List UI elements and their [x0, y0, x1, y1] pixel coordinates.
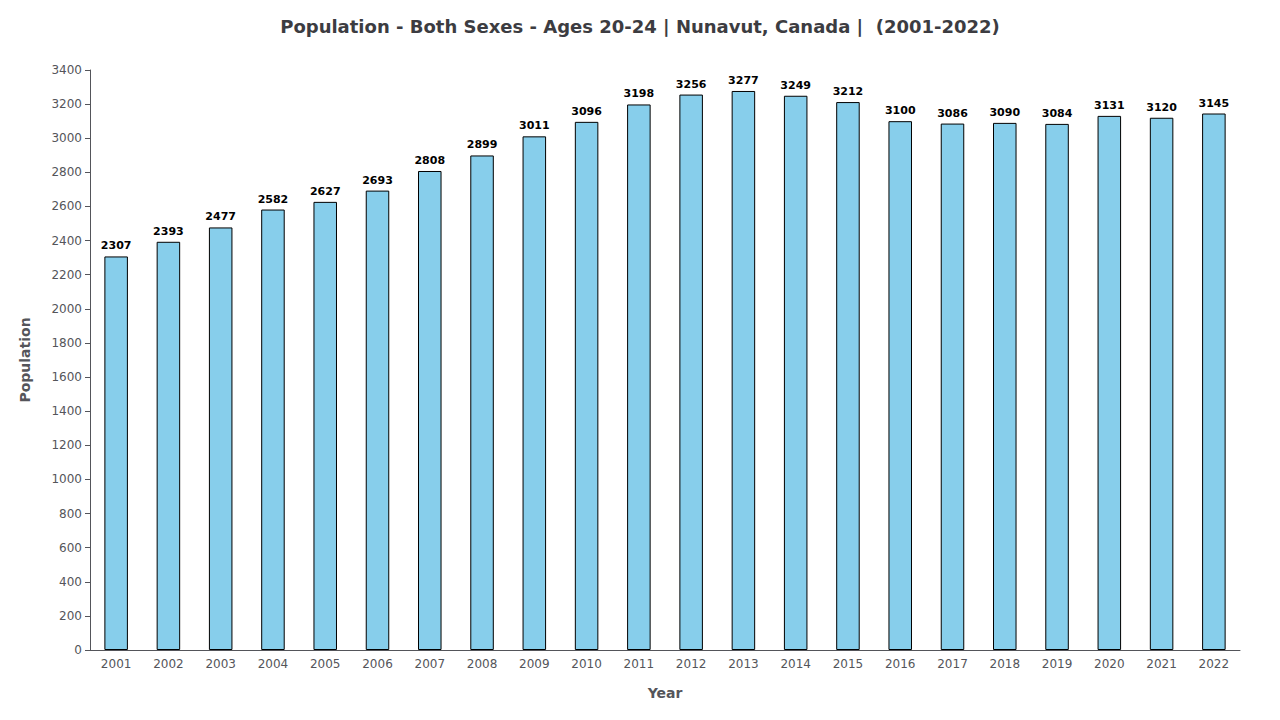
svg-text:2015: 2015: [833, 657, 864, 671]
svg-text:2014: 2014: [780, 657, 811, 671]
svg-text:2019: 2019: [1042, 657, 1073, 671]
svg-text:1200: 1200: [51, 438, 82, 452]
svg-text:3200: 3200: [51, 97, 82, 111]
svg-text:1800: 1800: [51, 336, 82, 350]
svg-text:2009: 2009: [519, 657, 550, 671]
svg-text:2016: 2016: [885, 657, 916, 671]
svg-text:3096: 3096: [571, 105, 602, 118]
svg-text:2477: 2477: [205, 210, 236, 223]
svg-text:3100: 3100: [885, 104, 916, 117]
svg-text:2003: 2003: [205, 657, 236, 671]
svg-text:2693: 2693: [362, 174, 393, 187]
svg-text:2007: 2007: [414, 657, 445, 671]
svg-text:3090: 3090: [989, 106, 1020, 119]
svg-text:Year: Year: [647, 685, 683, 701]
svg-text:200: 200: [59, 609, 82, 623]
svg-text:2200: 2200: [51, 268, 82, 282]
svg-text:400: 400: [59, 575, 82, 589]
svg-text:2000: 2000: [51, 302, 82, 316]
svg-text:2020: 2020: [1094, 657, 1125, 671]
svg-text:2010: 2010: [571, 657, 602, 671]
svg-text:2011: 2011: [624, 657, 655, 671]
svg-text:2393: 2393: [153, 225, 184, 238]
svg-text:3011: 3011: [519, 119, 550, 132]
svg-text:600: 600: [59, 541, 82, 555]
svg-text:3256: 3256: [676, 78, 707, 91]
svg-text:3277: 3277: [728, 74, 759, 87]
svg-text:1400: 1400: [51, 404, 82, 418]
svg-text:2808: 2808: [414, 154, 445, 167]
svg-text:Population: Population: [17, 317, 33, 402]
svg-text:2899: 2899: [467, 138, 498, 151]
svg-text:0: 0: [74, 643, 82, 657]
svg-text:1600: 1600: [51, 370, 82, 384]
svg-text:2018: 2018: [989, 657, 1020, 671]
svg-text:2022: 2022: [1199, 657, 1230, 671]
svg-text:2627: 2627: [310, 185, 341, 198]
svg-text:2012: 2012: [676, 657, 707, 671]
svg-text:2307: 2307: [101, 239, 132, 252]
svg-text:Population - Both Sexes - Ages: Population - Both Sexes - Ages 20-24 | N…: [280, 16, 1000, 37]
svg-text:1000: 1000: [51, 472, 82, 486]
svg-text:2400: 2400: [51, 234, 82, 248]
svg-text:2006: 2006: [362, 657, 393, 671]
svg-text:2008: 2008: [467, 657, 498, 671]
svg-text:800: 800: [59, 507, 82, 521]
svg-text:2800: 2800: [51, 165, 82, 179]
svg-text:3145: 3145: [1199, 97, 1230, 110]
svg-text:2004: 2004: [258, 657, 289, 671]
svg-text:2582: 2582: [258, 193, 289, 206]
svg-text:3086: 3086: [937, 107, 968, 120]
svg-text:3400: 3400: [51, 63, 82, 77]
svg-text:2013: 2013: [728, 657, 759, 671]
svg-text:3131: 3131: [1094, 99, 1125, 112]
svg-text:3198: 3198: [624, 87, 655, 100]
svg-text:3084: 3084: [1042, 107, 1073, 120]
svg-text:2001: 2001: [101, 657, 132, 671]
svg-text:2017: 2017: [937, 657, 968, 671]
svg-text:3212: 3212: [833, 85, 864, 98]
svg-text:2021: 2021: [1146, 657, 1177, 671]
svg-text:3000: 3000: [51, 131, 82, 145]
svg-text:3120: 3120: [1146, 101, 1177, 114]
svg-text:2005: 2005: [310, 657, 341, 671]
svg-text:3249: 3249: [780, 79, 811, 92]
svg-text:2002: 2002: [153, 657, 184, 671]
svg-text:2600: 2600: [51, 199, 82, 213]
